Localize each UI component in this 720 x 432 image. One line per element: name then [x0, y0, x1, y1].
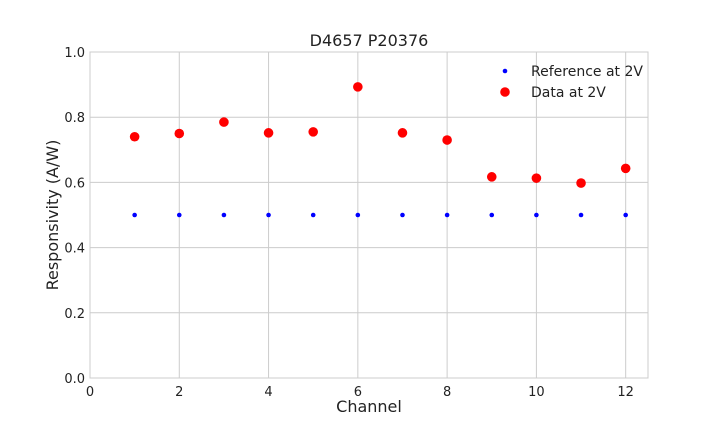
data-point	[263, 128, 274, 138]
x-tick-label: 12	[617, 385, 634, 400]
reference-point	[489, 212, 495, 218]
reference-point	[444, 212, 450, 218]
data-point	[219, 117, 229, 127]
reference-point	[355, 212, 361, 218]
x-tick-label: 2	[175, 385, 183, 400]
legend-marker-data	[500, 87, 510, 97]
legend-label-data: Data at 2V	[531, 85, 606, 101]
reference-point	[310, 212, 316, 218]
reference-point	[266, 212, 271, 218]
chart-title: D4657 P20376	[310, 31, 429, 50]
data-point	[174, 128, 185, 139]
reference-point	[623, 212, 628, 218]
data-point	[620, 163, 631, 174]
x-tick-label: 6	[354, 385, 362, 400]
y-tick-label: 0.0	[64, 372, 85, 387]
data-point	[486, 172, 497, 182]
x-tick-label: 0	[86, 385, 94, 400]
data-points	[129, 82, 631, 218]
y-axis-label: Responsivity (A/W)	[43, 140, 62, 291]
reference-point	[176, 212, 182, 218]
data-point	[353, 82, 363, 92]
y-tick-label: 0.4	[64, 242, 85, 257]
plot-area	[89, 51, 649, 379]
reference-point	[534, 212, 539, 218]
reference-point	[132, 212, 137, 218]
reference-point	[400, 212, 405, 218]
x-tick-label: 4	[264, 385, 272, 400]
y-tick-label: 0.2	[64, 307, 85, 322]
x-tick-label: 10	[528, 385, 545, 400]
data-point	[531, 173, 542, 183]
legend-marker-reference	[502, 68, 508, 74]
data-point	[308, 127, 319, 137]
data-point	[442, 135, 452, 145]
legend: Reference at 2V Data at 2V	[500, 64, 643, 101]
data-point	[129, 131, 140, 142]
x-axis-label: Channel	[336, 397, 402, 416]
reference-point	[578, 212, 584, 218]
y-tick-label: 0.6	[64, 176, 85, 191]
tick-labels: 0 2 4 6 8 10 12 0.0 0.2 0.4 0.6 0.8 1.0	[64, 46, 634, 400]
y-tick-label: 1.0	[64, 46, 85, 61]
data-point	[576, 178, 586, 188]
reference-point	[221, 212, 227, 218]
data-point	[397, 128, 408, 138]
y-tick-label: 0.8	[64, 111, 85, 126]
x-tick-label: 8	[443, 385, 451, 400]
legend-label-reference: Reference at 2V	[531, 64, 643, 80]
